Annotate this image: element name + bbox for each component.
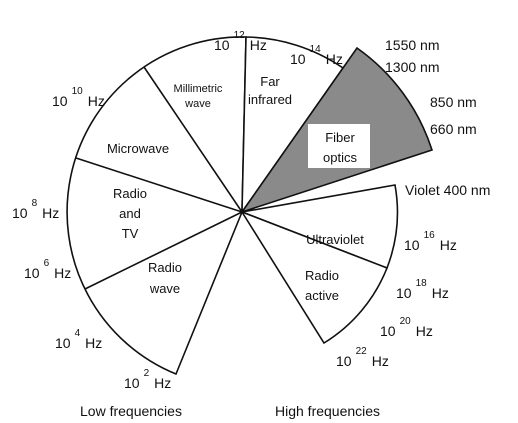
frequency-unit: Hz [154,375,171,391]
frequency-unit: Hz [88,93,105,109]
frequency-unit: Hz [372,353,389,369]
sector-label: Fiber [325,130,355,145]
frequency-base: 10 [336,353,352,369]
frequency-label: 10 8 Hz [12,198,59,221]
frequency-base: 10 [380,323,396,339]
frequency-exponent: 4 [75,328,81,339]
frequency-label: 10 20 Hz [380,316,433,339]
ultraviolet-sector [239,184,399,270]
wavelength: 1550 nm [385,37,439,53]
sector-label: Microwave [107,141,169,156]
wavelength: 850 nm [430,94,477,110]
divider [75,157,243,213]
frequency-unit: Hz [326,51,343,67]
sector-label: TV [122,226,139,241]
frequency-base: 10 [404,237,420,253]
frequency-label: 10 2 Hz [124,368,171,391]
sector-label: infrared [248,92,292,107]
sector-label: Millimetric [174,83,223,95]
frequency-unit: Hz [432,285,449,301]
frequency-exponent: 16 [424,230,436,241]
divider [143,66,243,213]
frequency-exponent: 14 [310,44,322,55]
frequency-base: 10 [12,205,28,221]
sector-label: wave [149,281,180,296]
frequency-label: 10 18 Hz [396,278,449,301]
frequency-exponent: 18 [416,278,428,289]
frequency-exponent: 22 [356,346,368,357]
sector-label: Radio [148,260,182,275]
frequency-unit: Hz [250,37,267,53]
frequency-base: 10 [214,37,230,53]
frequency-exponent: 2 [144,368,150,379]
frequency-exponent: 20 [400,316,412,327]
frequency-label: 10 6 Hz [24,258,71,281]
footer-low: Low frequencies [80,403,182,419]
frequency-base: 10 [396,285,412,301]
footer-high: High frequencies [275,403,380,419]
frequency-exponent: 12 [234,30,246,41]
radio-active-sector [240,210,389,345]
frequency-labels: 1012Hz1014Hz1010Hz108Hz106Hz104Hz102Hz10… [12,30,457,391]
frequency-base: 10 [290,51,306,67]
frequency-unit: Hz [416,323,433,339]
divider [84,211,243,290]
frequency-base: 10 [124,375,140,391]
wavelength: 1300 nm [385,59,439,75]
sector-label: Ultraviolet [306,232,364,247]
frequency-unit: Hz [440,237,457,253]
sector-label: optics [323,150,357,165]
frequency-label: 10 22 Hz [336,346,389,369]
frequency-base: 10 [52,93,68,109]
frequency-exponent: 10 [72,86,84,97]
frequency-unit: Hz [85,335,102,351]
wavelength: 660 nm [430,121,477,137]
frequency-label: 10 14 Hz [290,44,343,67]
sector-label: Radio [113,186,147,201]
frequency-exponent: 6 [44,258,50,269]
frequency-label: 10 12 Hz [214,30,267,53]
frequency-unit: Hz [42,205,59,221]
frequency-label: 10 10 Hz [52,86,105,109]
frequency-exponent: 8 [32,198,38,209]
sector-label: wave [184,98,211,110]
frequency-base: 10 [55,335,71,351]
frequency-label: 10 4 Hz [55,328,102,351]
frequency-base: 10 [24,265,40,281]
frequency-unit: Hz [54,265,71,281]
sector-label: Far [260,74,280,89]
fiber-label-box [308,124,370,168]
left-fan [66,36,247,376]
sector-label: Radio [305,268,339,283]
frequency-label: 10 16 Hz [404,230,457,253]
sector-labels: Millimetric wave Far infrared Fiber optics Mic… [107,74,364,303]
sector-label: and [119,206,141,221]
sector-label: active [305,288,339,303]
wavelength: Violet 400 nm [405,182,490,198]
far-infrared-sector [241,36,345,215]
